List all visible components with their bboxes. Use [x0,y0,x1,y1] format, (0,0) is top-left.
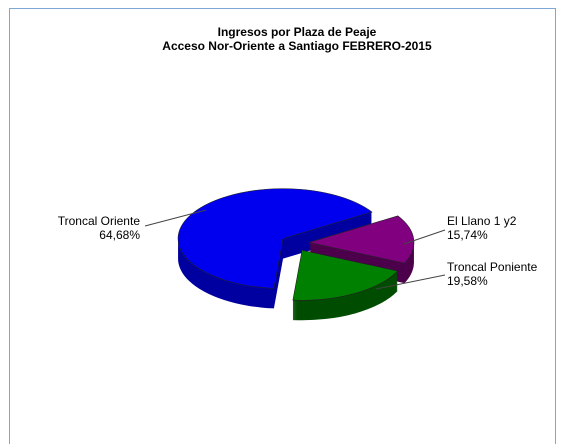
slice-value-label: 19,58% [447,274,488,288]
slice-value-label: 64,68% [99,228,140,242]
chart-title: Ingresos por Plaza de Peaje [218,25,377,39]
leader-line [144,209,207,227]
slice-label: El Llano 1 y2 [447,214,517,228]
slice [177,188,373,289]
leader-line [375,274,446,290]
slice-label: Troncal Oriente [58,214,141,228]
slice-value-label: 15,74% [447,228,488,242]
leader-line [403,229,446,245]
chart-border [9,8,556,444]
chart-subtitle: Acceso Nor-Oriente a Santiago FEBRERO-20… [162,39,432,53]
slice-label: Troncal Poniente [447,260,538,274]
slice [308,215,415,264]
slice [292,249,399,301]
